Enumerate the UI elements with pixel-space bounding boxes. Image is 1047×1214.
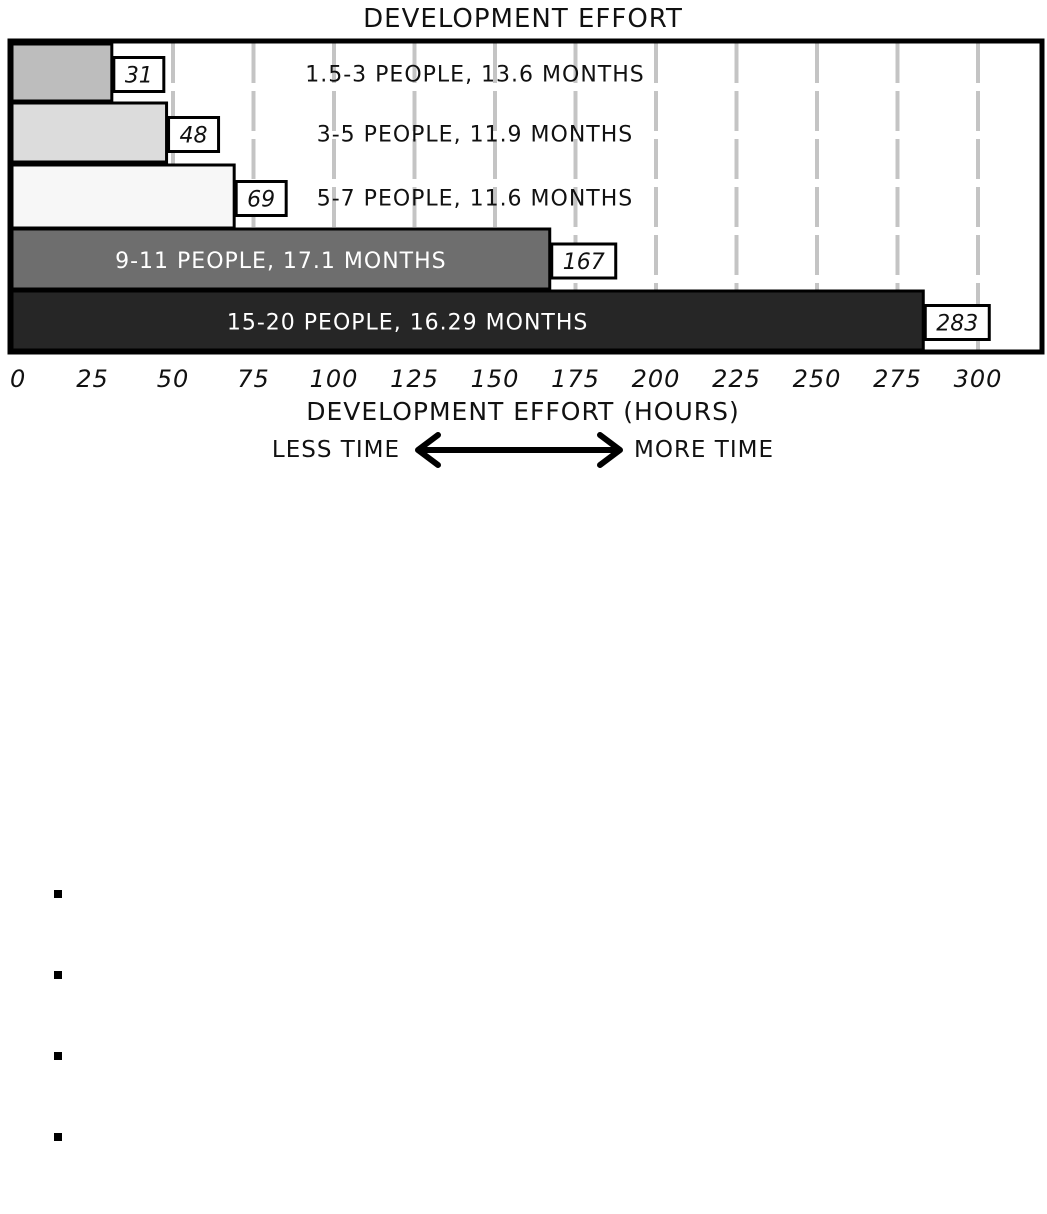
x-axis-label: DEVELOPMENT EFFORT (HOURS) — [306, 397, 740, 426]
value-label-box — [550, 242, 618, 280]
bar — [10, 227, 552, 291]
category-label: 1.5-3 PEOPLE, 13.6 MONTHS — [305, 63, 645, 88]
x-tick-label: 100 — [310, 365, 359, 393]
x-tick-label: 200 — [632, 365, 681, 393]
bar — [10, 42, 114, 103]
less-time-label: LESS TIME — [272, 437, 400, 463]
bar — [10, 163, 236, 230]
x-tick-label: 300 — [954, 365, 1003, 393]
value-label-box — [112, 56, 166, 93]
value-label-box — [167, 116, 221, 153]
x-tick-label: 250 — [793, 365, 842, 393]
x-tick-label: 125 — [390, 365, 439, 393]
value-label: 31 — [125, 64, 153, 89]
x-tick-label: 225 — [712, 365, 761, 393]
x-tick-label: 75 — [237, 365, 270, 393]
development-effort-chart: DEVELOPMENT EFFORT 31 1.5-3 PEOPLE, 13.6 … — [7, 4, 1045, 468]
value-label-box — [923, 304, 991, 341]
more-time-label: MORE TIME — [634, 437, 774, 463]
x-tick-label: 0 — [10, 365, 26, 393]
x-tick-label: 25 — [76, 365, 109, 393]
x-tick-label: 150 — [471, 365, 520, 393]
category-label: 9-11 PEOPLE, 17.1 MONTHS — [115, 249, 447, 274]
value-label-box — [234, 180, 288, 217]
bullet-square-icon — [54, 890, 62, 898]
category-label: 5-7 PEOPLE, 11.6 MONTHS — [317, 187, 634, 212]
category-label: 3-5 PEOPLE, 11.9 MONTHS — [317, 123, 634, 148]
value-label: 48 — [180, 124, 208, 149]
x-tick-label: 175 — [551, 365, 600, 393]
plot-frame — [7, 38, 1045, 355]
double-arrow-icon — [415, 432, 623, 468]
value-label: 283 — [936, 312, 978, 337]
value-label: 69 — [247, 188, 275, 213]
bullet-square-icon — [54, 971, 62, 979]
category-label: 15-20 PEOPLE, 16.29 MONTHS — [227, 311, 589, 336]
x-tick-label: 275 — [873, 365, 922, 393]
bullet-square-icon — [54, 1133, 62, 1141]
x-tick-label: 50 — [157, 365, 190, 393]
bar — [10, 101, 169, 164]
bullet-square-icon — [54, 1052, 62, 1060]
x-tick-labels: 0 25 50 75 100 125 150 175 200 225 250 275 300 — [10, 365, 1003, 393]
chart-title: DEVELOPMENT EFFORT — [363, 4, 683, 34]
value-label: 167 — [563, 250, 605, 275]
bars: 31 1.5-3 PEOPLE, 13.6 MONTHS 48 3-5 PEOPLE,… — [10, 42, 991, 352]
